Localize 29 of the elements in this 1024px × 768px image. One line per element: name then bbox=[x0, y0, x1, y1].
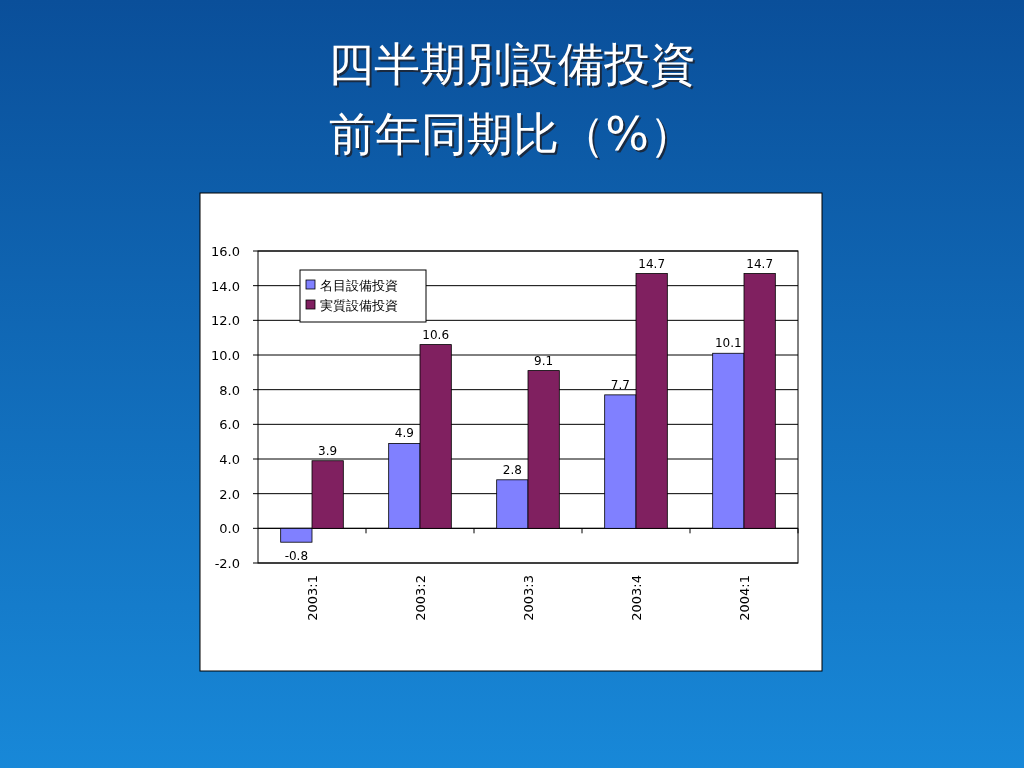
x-tick-label: 2003:3 bbox=[521, 575, 536, 621]
y-tick-label: 12.0 bbox=[211, 313, 240, 329]
x-tick-label: 2003:4 bbox=[629, 575, 644, 621]
y-tick-label: 0.0 bbox=[219, 521, 240, 537]
x-tick-label: 2004:1 bbox=[737, 575, 752, 621]
legend-label: 名目設備投資 bbox=[320, 278, 398, 293]
y-tick-label: 16.0 bbox=[211, 244, 240, 259]
data-label: -0.8 bbox=[284, 549, 309, 564]
x-tick-label: 2003:2 bbox=[413, 575, 428, 621]
data-label: 9.1 bbox=[534, 353, 554, 368]
data-label: 14.7 bbox=[638, 256, 666, 271]
chart-title: 四半期別設備投資 bbox=[330, 39, 698, 93]
data-label: 4.9 bbox=[394, 426, 414, 441]
data-label: 10.1 bbox=[714, 336, 742, 351]
y-tick-label: 6.0 bbox=[219, 417, 240, 433]
y-tick-label: 2.0 bbox=[219, 486, 240, 502]
data-label: 7.7 bbox=[610, 377, 630, 392]
data-label: 3.9 bbox=[318, 443, 338, 458]
chart-subtitle: 前年同期比（%） bbox=[329, 107, 695, 161]
y-tick-label: 4.0 bbox=[219, 452, 240, 467]
data-label: 14.7 bbox=[746, 256, 774, 271]
legend-label: 実質設備投資 bbox=[320, 298, 398, 313]
y-tick-label: 14.0 bbox=[211, 278, 240, 294]
data-label: 10.6 bbox=[422, 327, 450, 342]
data-label: 2.8 bbox=[502, 462, 522, 477]
x-tick-label: 2003:1 bbox=[305, 575, 320, 621]
y-tick-label: -2.0 bbox=[214, 556, 240, 571]
y-tick-label: 8.0 bbox=[219, 382, 240, 398]
y-tick-label: 10.0 bbox=[211, 348, 240, 363]
